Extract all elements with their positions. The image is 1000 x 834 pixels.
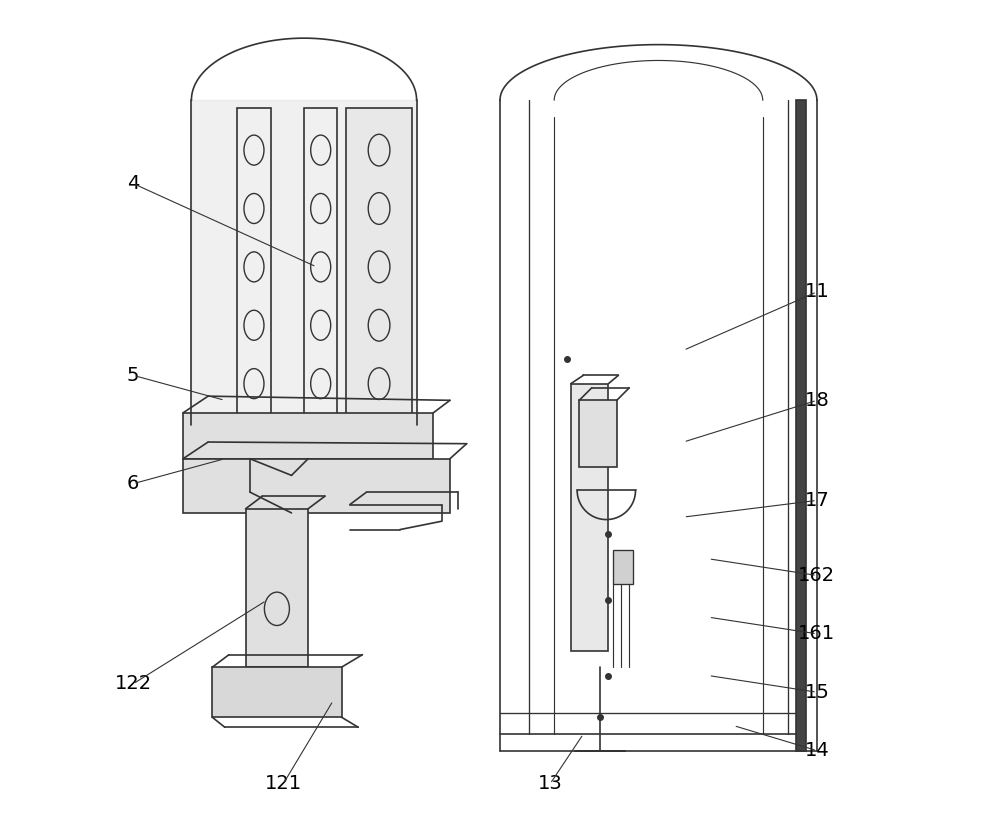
- Text: 18: 18: [805, 391, 829, 409]
- Bar: [246, 509, 308, 667]
- Text: 14: 14: [805, 741, 829, 760]
- Bar: [346, 108, 412, 425]
- Text: 6: 6: [127, 475, 139, 493]
- Bar: [212, 667, 342, 717]
- Text: 122: 122: [114, 675, 152, 693]
- Bar: [571, 384, 608, 651]
- Bar: [579, 400, 617, 467]
- Bar: [183, 413, 433, 459]
- Bar: [613, 550, 633, 584]
- Text: 161: 161: [798, 625, 835, 643]
- Text: 17: 17: [805, 491, 829, 510]
- Bar: [237, 108, 271, 425]
- Text: 13: 13: [538, 775, 562, 793]
- Text: 162: 162: [798, 566, 835, 585]
- Bar: [183, 459, 450, 513]
- Text: 15: 15: [804, 683, 829, 701]
- Text: 11: 11: [805, 283, 829, 301]
- Text: 121: 121: [265, 775, 302, 793]
- Text: 4: 4: [127, 174, 139, 193]
- Bar: [304, 108, 337, 425]
- Text: 5: 5: [127, 366, 139, 384]
- Bar: [796, 100, 806, 751]
